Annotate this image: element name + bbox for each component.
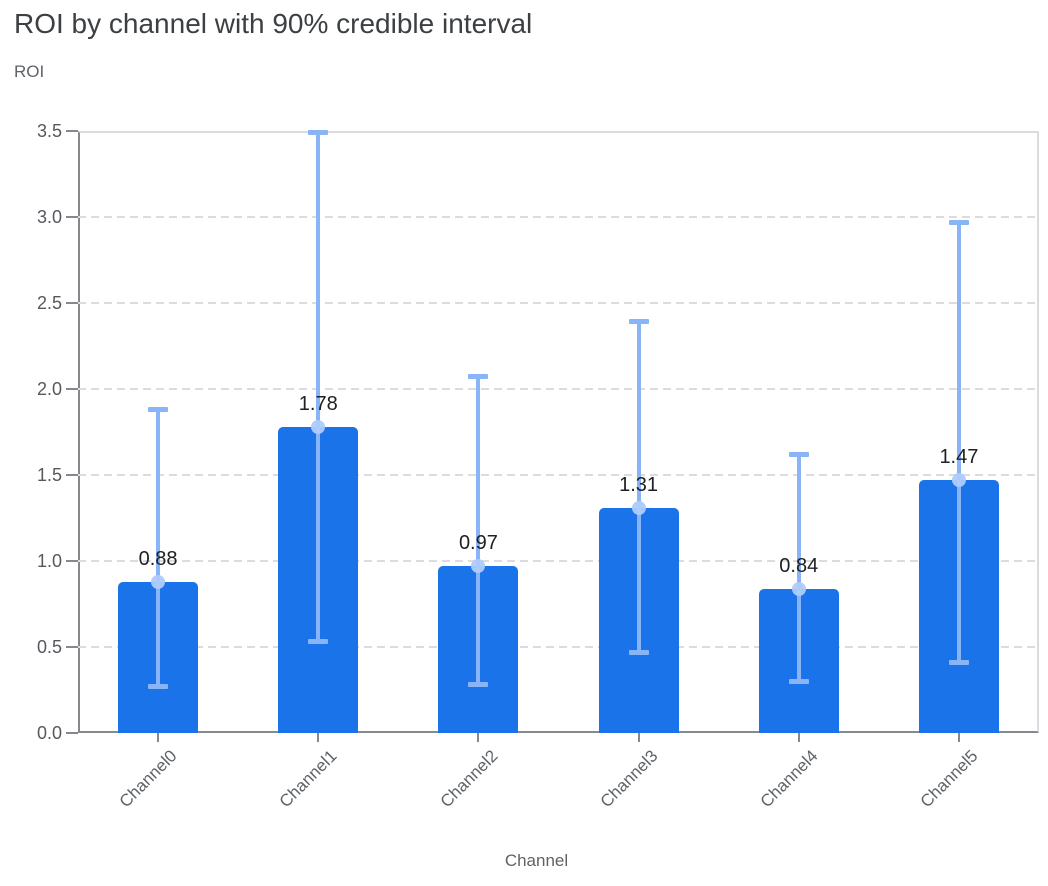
x-tick	[957, 733, 960, 742]
mean-marker	[791, 581, 806, 596]
y-tick	[66, 560, 78, 562]
chart-title: ROI by channel with 90% credible interva…	[14, 8, 533, 39]
bar-value-label: 1.78	[298, 392, 338, 415]
gridline	[78, 388, 1039, 390]
x-tick	[477, 733, 480, 742]
bar-value-label: 1.31	[619, 473, 659, 496]
error-bar-line	[476, 376, 481, 685]
error-bar-cap-top	[308, 130, 329, 136]
error-bar-cap-top	[948, 219, 969, 225]
bar-value-label: 1.47	[939, 446, 979, 469]
gridline	[78, 646, 1039, 648]
y-tick-label: 1.0	[36, 551, 62, 571]
mean-marker	[631, 500, 646, 515]
x-tick-label: Channel0	[115, 746, 181, 812]
error-bar-cap-bottom	[308, 639, 329, 645]
y-tick-label: 3.0	[36, 207, 62, 227]
y-tick-label: 2.0	[36, 379, 62, 399]
error-bar-cap-top	[148, 407, 169, 413]
gridline	[78, 560, 1039, 562]
x-tick	[157, 733, 160, 742]
y-tick	[66, 130, 78, 132]
error-bar-cap-bottom	[468, 682, 489, 688]
error-bar-line	[796, 454, 801, 682]
gridline	[78, 216, 1039, 218]
gridline	[78, 474, 1039, 476]
x-tick	[317, 733, 320, 742]
x-tick-label: Channel5	[916, 746, 982, 812]
error-bar-line	[956, 222, 961, 663]
mean-marker	[471, 559, 486, 574]
error-bar-line	[636, 321, 641, 653]
error-bar-cap-bottom	[948, 659, 969, 665]
y-tick-label: 3.5	[36, 121, 62, 141]
bar-value-label: 0.88	[138, 547, 178, 570]
error-bar-line	[316, 132, 321, 642]
y-axis-title: ROI	[14, 62, 45, 81]
x-tick	[797, 733, 800, 742]
y-tick-label: 0.0	[36, 723, 62, 743]
x-tick-label: Channel4	[756, 746, 822, 812]
gridline	[78, 302, 1039, 304]
x-tick-label: Channel2	[436, 746, 502, 812]
y-tick-label: 1.5	[36, 465, 62, 485]
y-tick	[66, 646, 78, 648]
error-bar-cap-bottom	[148, 684, 169, 690]
y-tick	[66, 474, 78, 476]
bar-value-label: 0.84	[779, 554, 819, 577]
y-tick	[66, 302, 78, 304]
y-tick	[66, 216, 78, 218]
x-tick-label: Channel3	[596, 746, 662, 812]
y-tick-label: 2.5	[36, 293, 62, 313]
x-axis-title: Channel	[504, 851, 569, 870]
error-bar-line	[156, 409, 161, 687]
y-tick	[66, 732, 78, 734]
plot-area	[78, 131, 1039, 733]
x-tick	[637, 733, 640, 742]
y-tick	[66, 388, 78, 390]
error-bar-cap-bottom	[628, 649, 649, 655]
mean-marker	[151, 574, 166, 589]
mean-marker	[311, 419, 326, 434]
error-bar-cap-top	[788, 451, 809, 457]
bar-value-label: 0.97	[458, 532, 498, 555]
error-bar-cap-top	[468, 374, 489, 380]
error-bar-cap-top	[628, 319, 649, 325]
error-bar-cap-bottom	[788, 678, 809, 684]
mean-marker	[951, 473, 966, 488]
y-tick-label: 0.5	[36, 637, 62, 657]
x-tick-label: Channel1	[276, 746, 341, 812]
